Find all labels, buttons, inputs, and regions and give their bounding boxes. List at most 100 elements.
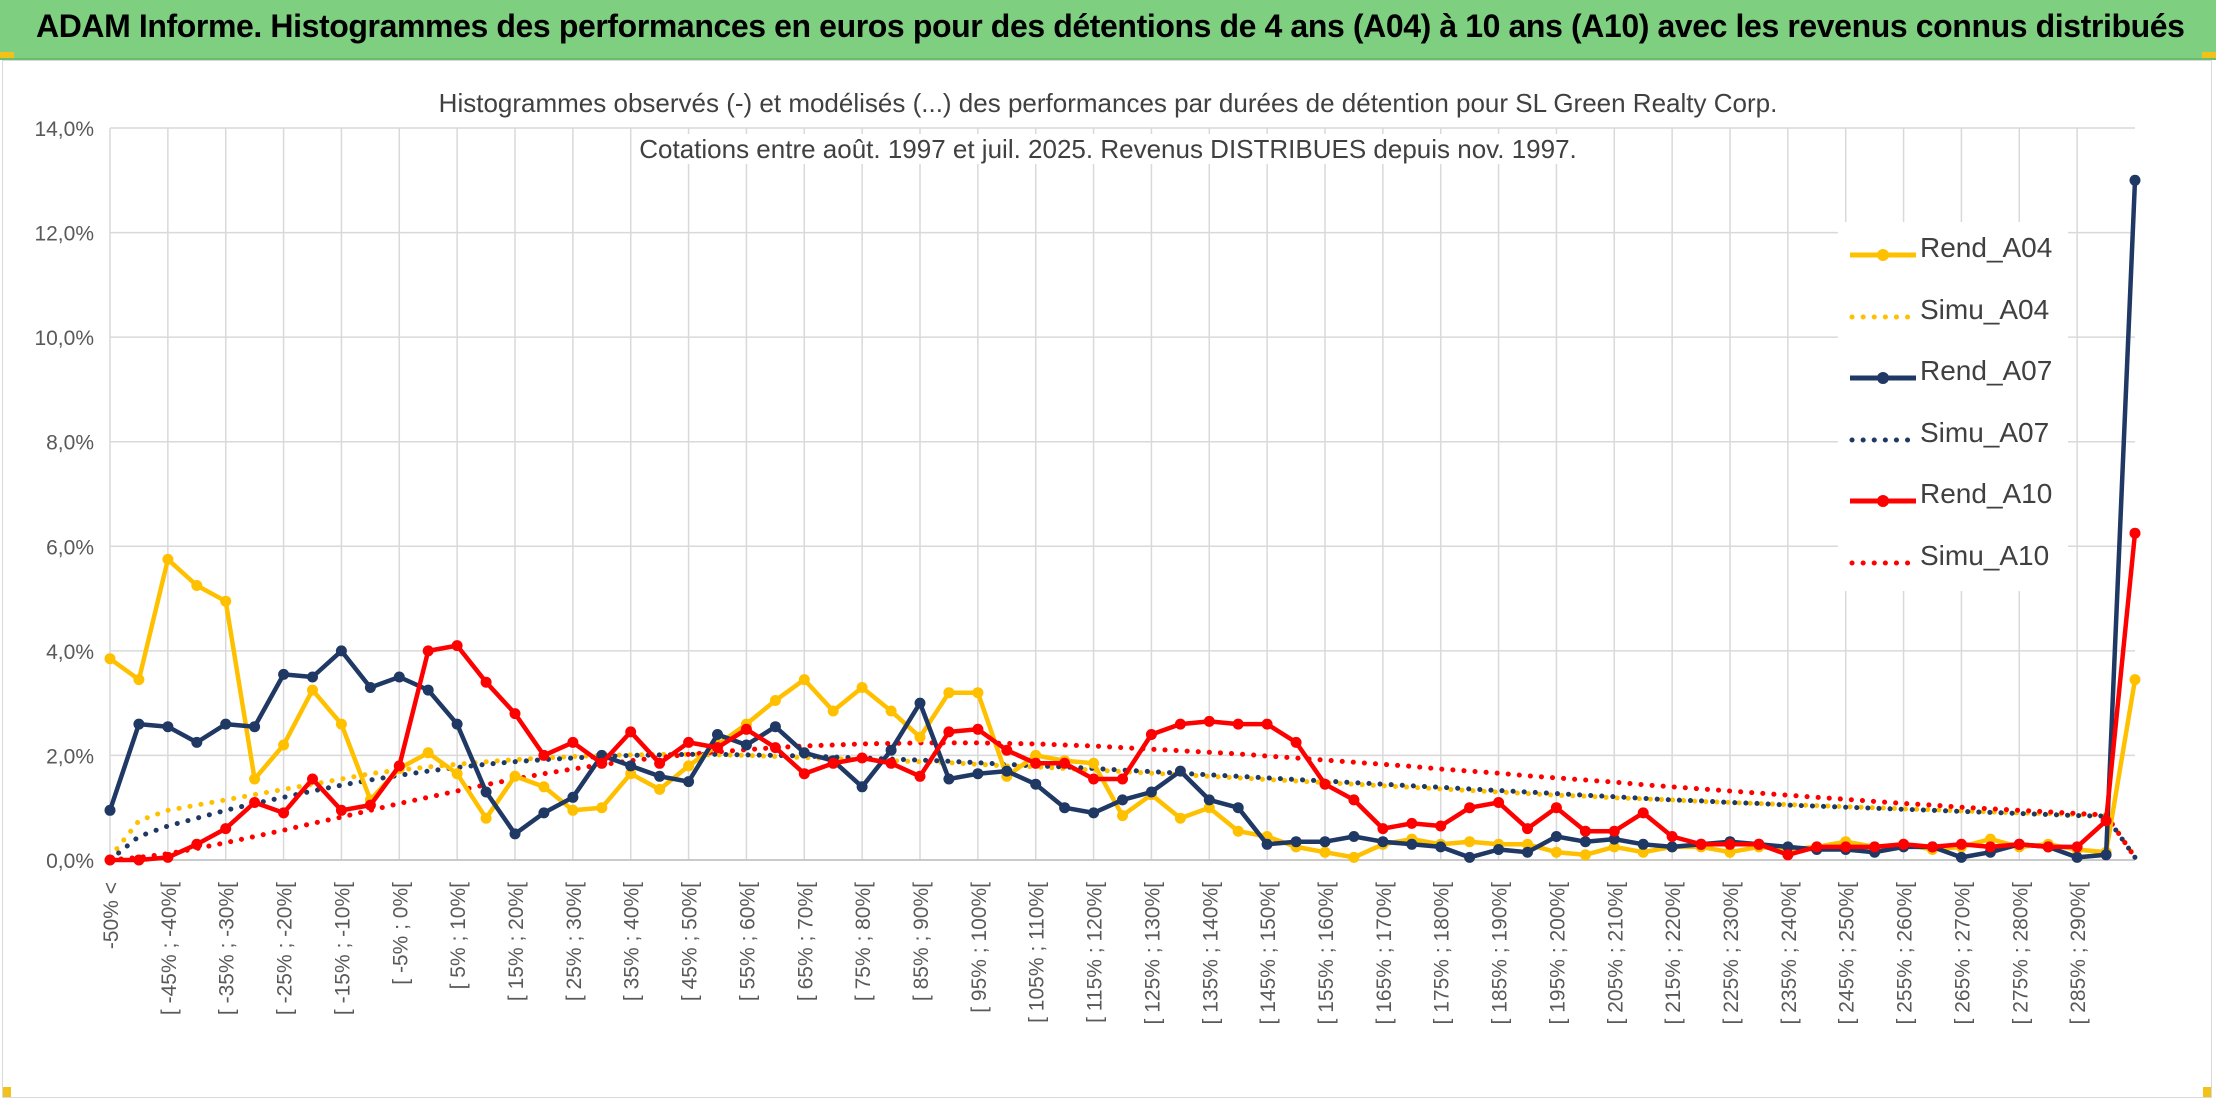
data-point-rend_a07 <box>1174 765 1186 777</box>
chart-title: Histogrammes observés (-) et modélisés (… <box>0 88 2216 119</box>
data-point-rend_a04 <box>769 695 781 706</box>
data-point-rend_a04 <box>509 770 521 782</box>
data-point-rend_a07 <box>1782 841 1794 853</box>
data-point-rend_a10 <box>885 757 897 769</box>
data-point-rend_a07 <box>393 671 405 683</box>
data-point-rend_a04 <box>1348 851 1360 863</box>
data-point-rend_a07 <box>1493 844 1505 855</box>
data-point-rend_a10 <box>1608 825 1620 837</box>
x-tick-label: [ 45% ; 50%[ <box>679 882 702 1001</box>
data-point-rend_a10 <box>249 797 261 808</box>
data-point-rend_a07 <box>1522 846 1533 858</box>
legend-label: Rend_A10 <box>1920 478 2053 509</box>
y-axis-ticks: 0,0% 2,0% 4,0% 6,0% 8,0% 10,0% 12,0% 14,0% <box>34 118 94 873</box>
data-point-rend_a04 <box>885 705 897 717</box>
data-point-rend_a10 <box>1203 715 1215 727</box>
data-point-rend_a04 <box>596 802 608 814</box>
data-point-rend_a04 <box>1117 810 1128 822</box>
y-tick-label: 8,0% <box>46 432 94 455</box>
data-point-rend_a07 <box>1955 851 1967 863</box>
data-point-rend_a07 <box>422 684 434 696</box>
y-tick-label: 14,0% <box>34 118 94 141</box>
x-tick-label: [ -5% ; 0%[ <box>389 882 412 985</box>
chart-subtitle: Cotations entre août. 1997 et juil. 2025… <box>0 134 2216 165</box>
data-point-rend_a10 <box>162 851 174 863</box>
data-point-rend_a04 <box>856 682 868 693</box>
data-point-rend_a04 <box>278 739 290 751</box>
x-tick-label: [ 105% ; 110%[ <box>1026 882 1049 1023</box>
data-point-rend_a07 <box>278 668 290 680</box>
data-point-rend_a10 <box>2042 841 2054 853</box>
data-point-rend_a10 <box>1522 823 1533 835</box>
data-point-rend_a10 <box>1145 729 1157 740</box>
x-tick-label: [ 245% ; 250%[ <box>1836 882 1859 1025</box>
legend-swatch <box>1850 372 1916 384</box>
data-point-rend_a07 <box>1261 838 1273 850</box>
data-point-rend_a07 <box>1637 838 1649 850</box>
corner-accent-left <box>0 52 14 58</box>
grid-layer <box>109 127 2135 861</box>
data-point-rend_a07 <box>712 729 723 740</box>
data-point-rend_a04 <box>943 687 955 699</box>
data-point-rend_a10 <box>972 723 984 735</box>
data-point-rend_a10 <box>538 749 550 761</box>
y-tick-label: 2,0% <box>46 745 94 768</box>
data-point-rend_a10 <box>191 838 203 850</box>
chart-frame <box>2 60 2212 1098</box>
x-tick-label: [ 125% ; 130%[ <box>1141 882 1164 1025</box>
data-point-rend_a10 <box>2071 841 2083 853</box>
data-point-rend_a10 <box>1840 841 1852 853</box>
data-point-rend_a10 <box>278 807 290 819</box>
legend-label: Simu_A10 <box>1920 539 2050 571</box>
legend: Rend_A04 Simu_A04 Rend_A07 Simu_A07 Rend_A10… <box>1838 222 2068 591</box>
data-point-rend_a04 <box>1724 846 1736 858</box>
x-tick-label: [ 85% ; 90%[ <box>910 882 933 1001</box>
legend-item-simu_a10: Simu_A10 <box>1838 530 2068 592</box>
data-point-rend_a07 <box>625 760 637 772</box>
x-tick-label: [ 185% ; 190%[ <box>1489 882 1512 1025</box>
data-point-rend_a04 <box>1030 749 1042 761</box>
data-point-rend_a04 <box>133 674 145 686</box>
x-tick-label: [ -35% ; -30%[ <box>216 882 239 1015</box>
data-point-rend_a07 <box>1406 838 1418 850</box>
x-tick-label: [ 225% ; 230%[ <box>1720 882 1743 1025</box>
x-tick-label: [ -25% ; -20%[ <box>274 882 297 1015</box>
y-tick-label: 10,0% <box>34 327 94 350</box>
data-point-rend_a04 <box>104 653 116 665</box>
data-point-rend_a10 <box>1117 773 1128 785</box>
x-tick-label: [ 255% ; 260%[ <box>1894 882 1917 1025</box>
x-tick-label: [ 5% ; 10%[ <box>447 882 470 990</box>
data-point-rend_a10 <box>335 804 347 816</box>
data-point-rend_a10 <box>567 736 579 748</box>
data-point-rend_a10 <box>625 726 637 738</box>
header-banner: ADAM Informe. Histogrammes des performan… <box>0 0 2216 60</box>
data-point-rend_a10 <box>1377 823 1389 835</box>
data-point-rend_a10 <box>1811 841 1823 853</box>
x-tick-label: [ 35% ; 40%[ <box>621 882 644 1001</box>
data-point-rend_a10 <box>1753 838 1765 850</box>
data-point-rend_a07 <box>1059 802 1071 814</box>
x-tick-label: [ 95% ; 100%[ <box>968 882 991 1013</box>
data-point-rend_a10 <box>1869 841 1881 853</box>
data-point-rend_a10 <box>1088 773 1100 785</box>
data-point-rend_a04 <box>625 768 637 780</box>
data-point-rend_a10 <box>220 823 232 835</box>
data-point-rend_a10 <box>1435 820 1447 832</box>
data-point-rend_a04 <box>1174 812 1186 824</box>
x-tick-label: [ 135% ; 140%[ <box>1199 882 1222 1025</box>
data-point-rend_a10 <box>1984 841 1996 853</box>
x-tick-label: [ 215% ; 220%[ <box>1662 882 1685 1025</box>
y-tick-label: 0,0% <box>46 850 94 873</box>
data-point-rend_a07 <box>1550 831 1562 842</box>
data-point-rend_a07 <box>972 768 984 780</box>
x-tick-label: [ -45% ; -40%[ <box>158 882 181 1015</box>
data-point-rend_a10 <box>1724 838 1736 850</box>
data-point-rend_a10 <box>654 757 666 769</box>
x-tick-label: [ 265% ; 270%[ <box>1951 882 1974 1025</box>
data-point-rend_a07 <box>856 781 868 793</box>
x-tick-label: [ 25% ; 30%[ <box>563 882 586 1001</box>
x-tick-label: [ 65% ; 70%[ <box>794 882 817 1001</box>
data-point-rend_a07 <box>1464 851 1476 863</box>
data-point-rend_a10 <box>1898 838 1910 850</box>
data-point-rend_a07 <box>191 736 203 748</box>
